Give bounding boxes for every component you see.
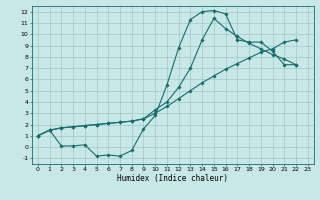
X-axis label: Humidex (Indice chaleur): Humidex (Indice chaleur) [117,174,228,183]
